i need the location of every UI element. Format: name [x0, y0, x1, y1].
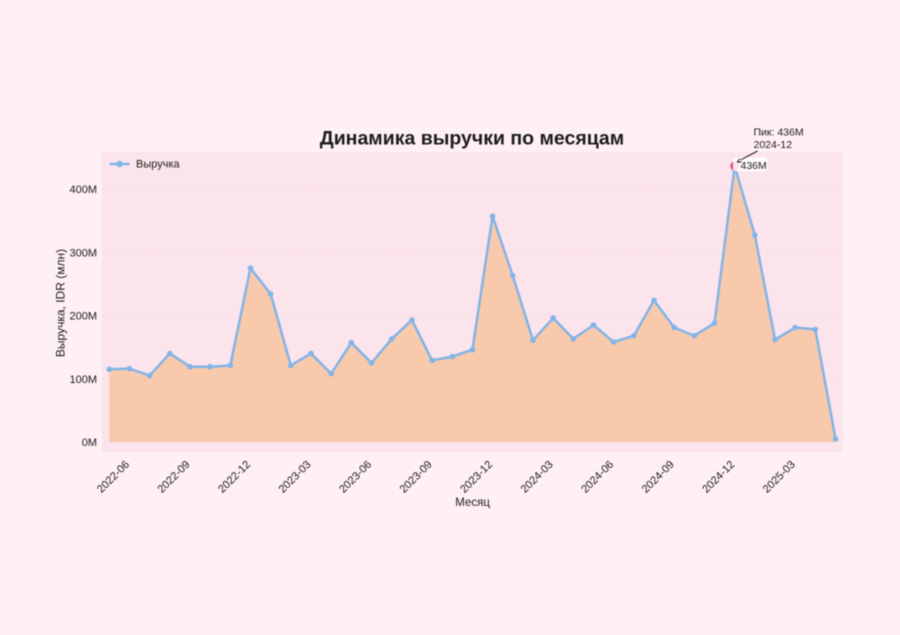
svg-text:Динамика выручки по месяцам: Динамика выручки по месяцам	[320, 127, 624, 149]
svg-text:400M: 400M	[69, 184, 97, 196]
svg-text:100M: 100M	[69, 374, 97, 386]
svg-text:300M: 300M	[69, 247, 97, 259]
svg-text:0M: 0M	[82, 437, 97, 449]
svg-text:436M: 436M	[741, 160, 767, 172]
svg-text:200M: 200M	[69, 311, 97, 323]
svg-text:Выручка: Выручка	[136, 159, 181, 171]
svg-text:2024-12: 2024-12	[754, 139, 793, 151]
svg-text:Выручка, IDR (млн): Выручка, IDR (млн)	[54, 249, 68, 357]
svg-text:Месяц: Месяц	[455, 497, 490, 509]
svg-text:Пик: 436М: Пик: 436М	[754, 126, 804, 138]
